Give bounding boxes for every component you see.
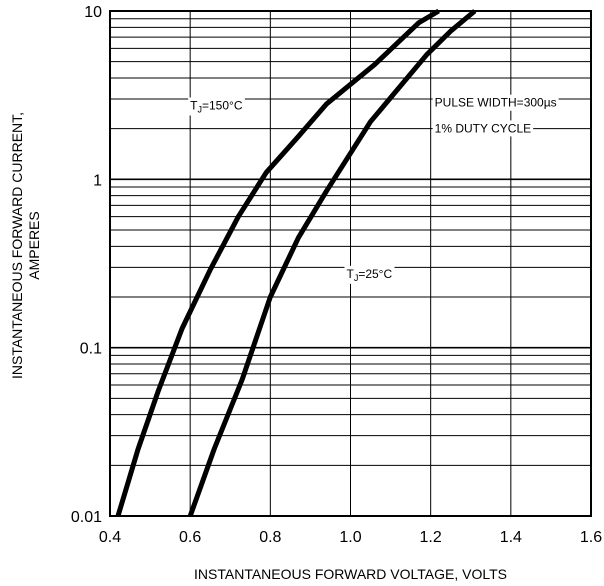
x-tick-label: 1.6 <box>580 529 602 546</box>
annotation-label: PULSE WIDTH=300µs <box>435 96 557 110</box>
annotation-background <box>432 94 559 111</box>
annotation-0: TJ=150°C <box>188 97 245 116</box>
tick-labels: 0.4 0.6 0.8 1.0 1.2 1.4 1.6 0.01 0.1 1 10 <box>71 4 602 546</box>
grid <box>110 11 591 516</box>
x-tick-label: 1.2 <box>420 529 442 546</box>
annotation-1: TJ=25°C <box>344 265 395 284</box>
annotation-background <box>344 265 395 284</box>
y-tick-label: 10 <box>84 4 102 21</box>
annotation-3: 1% DUTY CYCLE <box>432 120 534 137</box>
annotation-label: TJ=150°C <box>190 98 243 114</box>
x-tick-label: 0.8 <box>259 529 281 546</box>
annotation-label: 1% DUTY CYCLE <box>435 121 531 135</box>
x-tick-label: 1.4 <box>500 529 522 546</box>
annotation-background <box>432 120 534 137</box>
annotation-2: PULSE WIDTH=300µs <box>432 94 559 111</box>
series-line-tj-25c <box>187 9 477 517</box>
series-curves <box>115 8 477 517</box>
x-tick-label: 1.0 <box>339 529 361 546</box>
y-tick-label: 0.1 <box>80 341 102 358</box>
plot-frame <box>109 10 592 517</box>
annotations: TJ=150°C TJ=25°C PULSE WIDTH=300µs 1% DUTY … <box>188 94 559 284</box>
y-axis-title-line2: AMPERES <box>26 211 42 279</box>
y-axis-title-line1: INSTANTANEOUS FORWARD CURRENT, <box>9 112 25 379</box>
x-tick-label: 0.6 <box>179 529 201 546</box>
y-tick-label: 0.01 <box>71 509 102 526</box>
x-axis-title: INSTANTANEOUS FORWARD VOLTAGE, VOLTS <box>194 566 507 582</box>
series-line-tj-150c <box>115 8 440 517</box>
y-tick-label: 1 <box>93 172 102 189</box>
x-tick-label: 0.4 <box>99 529 121 546</box>
annotation-background <box>188 97 245 116</box>
annotation-label: TJ=25°C <box>346 267 392 283</box>
